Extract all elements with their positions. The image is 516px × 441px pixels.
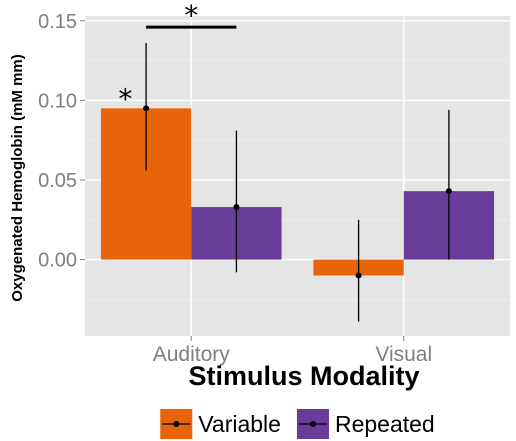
x-tick-label: Visual <box>375 343 432 366</box>
x-axis-title: Stimulus Modality <box>188 361 419 391</box>
mean-point <box>233 204 240 211</box>
legend-label-repeated: Repeated <box>335 411 435 437</box>
y-axis-ticks: 0.00 0.05 0.10 0.15 <box>38 11 85 272</box>
significance-star: * <box>184 0 198 32</box>
y-tick-label: 0.15 <box>38 11 77 33</box>
annotations: ** <box>118 0 237 115</box>
error-bars <box>143 43 452 322</box>
y-axis-title: Oxygenated Hemoglobin (mM mm) <box>9 54 26 302</box>
legend-key-point <box>173 421 180 427</box>
y-tick-label: 0.10 <box>38 90 77 112</box>
legend: Variable Repeated <box>160 409 435 439</box>
y-tick-label: 0.05 <box>38 170 77 192</box>
mean-point <box>143 105 150 112</box>
significance-star: * <box>118 82 132 115</box>
x-tick-label: Auditory <box>153 343 231 366</box>
mean-point <box>355 272 362 279</box>
legend-label-variable: Variable <box>198 411 281 437</box>
mean-point <box>445 188 452 195</box>
x-axis-ticks: Auditory Visual <box>153 336 432 366</box>
legend-key-point <box>309 421 316 427</box>
y-tick-label: 0.00 <box>38 250 77 272</box>
